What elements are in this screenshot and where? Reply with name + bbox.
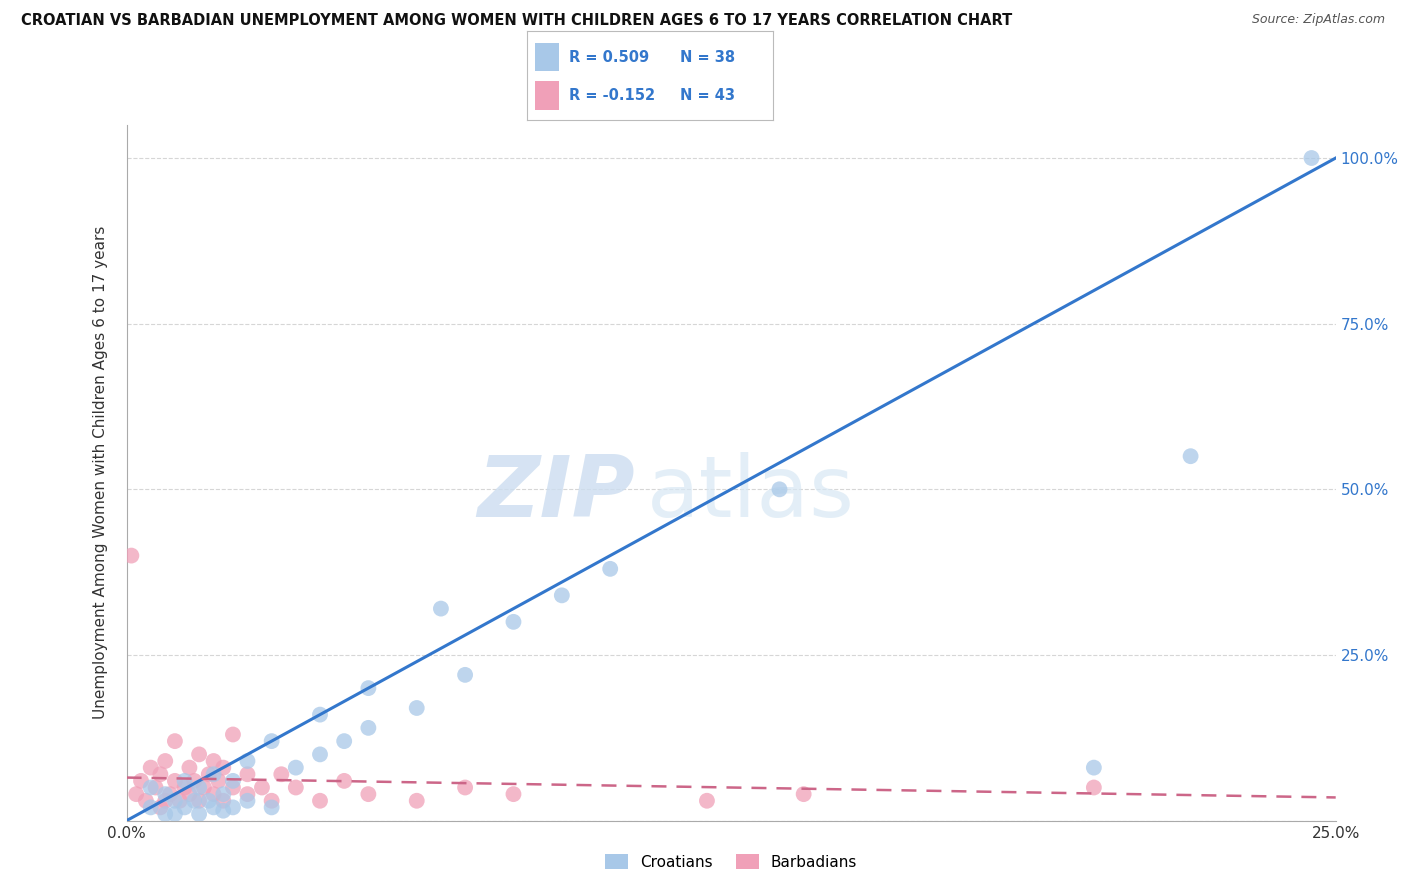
Point [169,794,191,808]
Point [149,800,172,814]
Text: Source: ZipAtlas.com: Source: ZipAtlas.com [1251,13,1385,27]
Point [222,780,245,795]
Point [149,767,172,781]
Point [145,780,167,795]
Point [163,773,186,788]
Point [183,773,205,788]
Point [309,707,332,722]
Text: atlas: atlas [647,452,855,535]
Point [260,734,283,748]
Point [135,794,157,808]
Point [173,773,195,788]
Point [1301,151,1323,165]
Point [236,767,259,781]
Point [405,794,427,808]
Point [139,800,162,814]
Point [260,794,283,808]
Text: N = 38: N = 38 [681,50,735,64]
Point [139,761,162,775]
Point [155,794,177,808]
Point [270,767,292,781]
Point [454,780,477,795]
Point [284,780,307,795]
Point [163,734,186,748]
Point [1180,449,1202,463]
Point [309,747,332,762]
Point [551,588,574,602]
Text: R = -0.152: R = -0.152 [569,88,655,103]
Point [173,780,195,795]
Point [188,780,211,795]
Point [222,727,245,741]
Point [202,767,225,781]
Point [129,773,152,788]
Point [202,787,225,801]
Point [357,721,380,735]
Point [1083,761,1105,775]
Point [357,787,380,801]
Point [139,780,162,795]
Point [188,747,211,762]
Text: R = 0.509: R = 0.509 [569,50,650,64]
Point [188,807,211,822]
Point [155,754,177,768]
FancyBboxPatch shape [534,81,560,110]
Point [430,601,453,615]
Point [163,807,186,822]
Point [155,807,177,822]
Text: CROATIAN VS BARBADIAN UNEMPLOYMENT AMONG WOMEN WITH CHILDREN AGES 6 TO 17 YEARS : CROATIAN VS BARBADIAN UNEMPLOYMENT AMONG… [21,13,1012,29]
Point [454,668,477,682]
Point [197,767,219,781]
Point [696,794,718,808]
Point [125,787,148,801]
Point [163,794,186,808]
Point [222,800,245,814]
Point [183,794,205,808]
Point [173,800,195,814]
Text: N = 43: N = 43 [681,88,735,103]
Point [159,787,181,801]
Point [236,794,259,808]
Point [212,804,235,818]
Point [197,794,219,808]
Point [236,754,259,768]
Point [405,701,427,715]
Point [599,562,621,576]
Point [222,773,245,788]
Point [179,787,201,801]
Point [333,773,356,788]
Point [188,794,211,808]
Text: ZIP: ZIP [477,452,634,535]
Point [793,787,815,801]
Point [333,734,356,748]
Point [309,794,332,808]
Point [768,483,790,497]
Point [179,761,201,775]
Point [155,787,177,801]
Point [250,780,273,795]
Point [357,681,380,695]
Point [284,761,307,775]
Point [502,787,524,801]
Point [502,615,524,629]
Point [1083,780,1105,795]
Point [212,794,235,808]
Legend: Croatians, Barbadians: Croatians, Barbadians [599,847,863,876]
Point [193,780,215,795]
Point [207,773,229,788]
Y-axis label: Unemployment Among Women with Children Ages 6 to 17 years: Unemployment Among Women with Children A… [93,226,108,720]
Point [202,754,225,768]
Point [212,761,235,775]
Point [260,800,283,814]
Point [202,800,225,814]
FancyBboxPatch shape [534,43,560,71]
Point [212,787,235,801]
Point [236,787,259,801]
Point [120,549,142,563]
